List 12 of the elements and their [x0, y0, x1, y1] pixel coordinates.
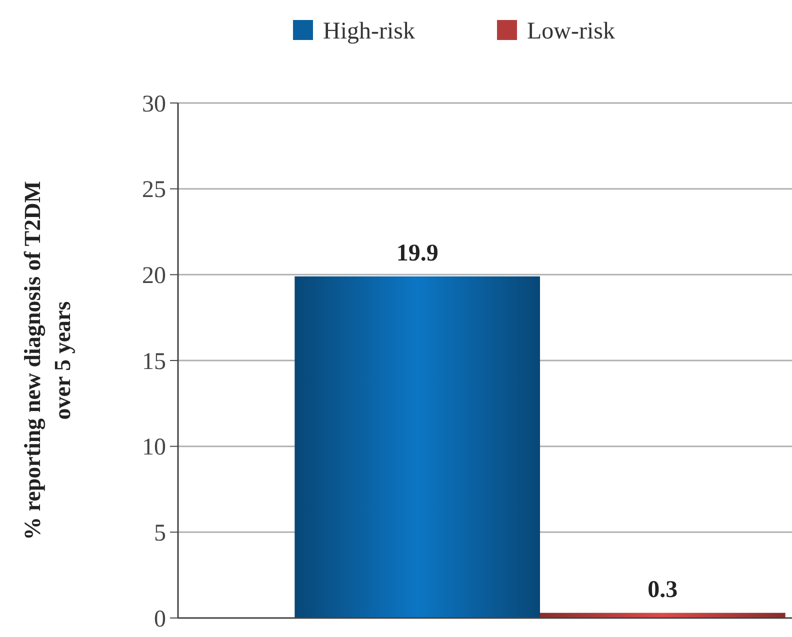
data-label: 0.3 [648, 576, 678, 603]
legend-label: Low-risk [527, 18, 615, 44]
y-tick-label: 20 [142, 263, 166, 290]
legend-label: High-risk [323, 18, 415, 44]
y-axis-title: % reporting new diagnosis of T2DM over 5 years [20, 180, 75, 540]
y-tick-label: 10 [142, 434, 166, 461]
y-tick-label: 25 [142, 177, 166, 204]
data-label: 19.9 [396, 240, 438, 266]
y-tick-label: 5 [154, 520, 166, 547]
y-tick-label: 30 [142, 91, 166, 118]
y-tick-label: 15 [142, 348, 166, 375]
y-tick-label: 0 [154, 606, 166, 632]
